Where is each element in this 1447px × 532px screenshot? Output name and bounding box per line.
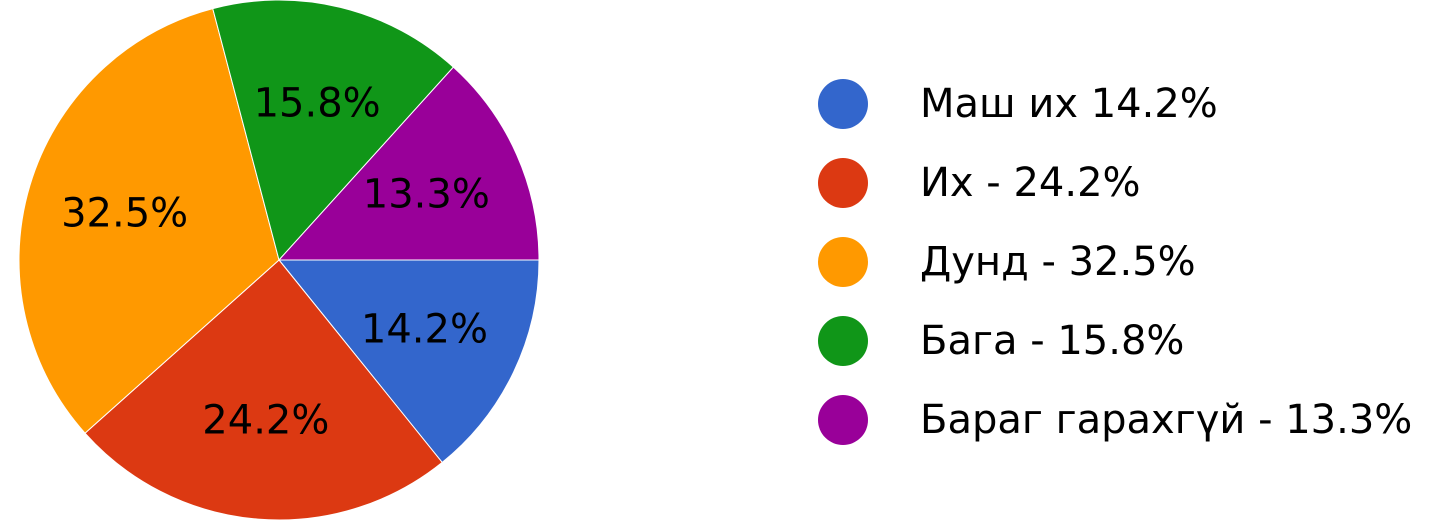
legend-swatch-4 <box>818 316 868 366</box>
pie-slices <box>18 0 540 521</box>
pie-slice-1 <box>277 259 540 464</box>
legend-item-2: Их - 24.2% <box>818 158 1141 208</box>
pie-slice-2 <box>84 259 443 521</box>
legend-swatch-1 <box>818 79 868 129</box>
legend-swatch-3 <box>818 237 868 287</box>
pie-slice-3 <box>18 7 280 434</box>
legend-item-4: Бага - 15.8% <box>818 316 1184 366</box>
pie-slice-4 <box>212 0 455 262</box>
pie-slice-label-4: 15.8% <box>254 80 381 126</box>
chart-legend: Маш их 14.2% Их - 24.2% Дунд - 32.5% Бага -… <box>818 79 1412 445</box>
legend-label-1: Маш их 14.2% <box>920 81 1218 127</box>
legend-item-5: Бараг гарахгүй - 13.3% <box>818 395 1412 445</box>
legend-label-2: Их - 24.2% <box>920 160 1141 206</box>
legend-swatch-5 <box>818 395 868 445</box>
pie-slice-label-3: 32.5% <box>61 191 188 237</box>
pie-slice-labels: 14.2% 24.2% 32.5% 15.8% 13.3% <box>61 80 490 443</box>
legend-label-5: Бараг гарахгүй - 13.3% <box>920 397 1412 443</box>
pie-slice-label-1: 14.2% <box>361 307 488 353</box>
legend-item-1: Маш их 14.2% <box>818 79 1218 129</box>
legend-swatch-2 <box>818 158 868 208</box>
legend-item-3: Дунд - 32.5% <box>818 237 1196 287</box>
pie-slice-label-2: 24.2% <box>202 398 329 444</box>
legend-label-3: Дунд - 32.5% <box>920 239 1196 285</box>
pie-slice-label-5: 13.3% <box>363 172 490 218</box>
legend-label-4: Бага - 15.8% <box>920 318 1184 364</box>
pie-slice-5 <box>277 66 540 261</box>
